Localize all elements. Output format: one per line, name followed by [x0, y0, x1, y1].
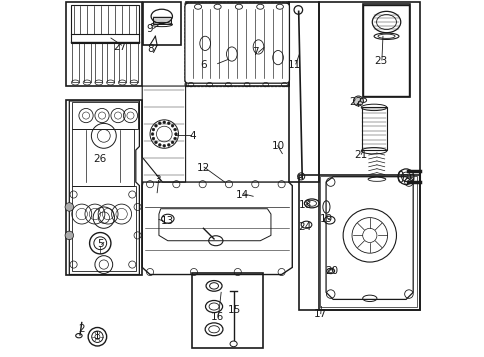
Text: 7: 7	[251, 47, 257, 57]
Ellipse shape	[256, 4, 263, 9]
Text: 6: 6	[200, 60, 206, 70]
Circle shape	[158, 122, 161, 125]
Text: 14: 14	[235, 190, 249, 200]
Text: 27: 27	[113, 42, 126, 52]
Text: 13: 13	[161, 216, 174, 226]
Ellipse shape	[194, 4, 201, 9]
Text: 3: 3	[153, 175, 160, 185]
Circle shape	[154, 124, 157, 127]
Text: 1: 1	[94, 331, 101, 341]
Ellipse shape	[213, 4, 221, 9]
Text: 16: 16	[211, 312, 224, 322]
Circle shape	[151, 128, 154, 131]
Circle shape	[353, 96, 363, 106]
Text: 20: 20	[324, 266, 337, 276]
Circle shape	[167, 122, 170, 125]
Ellipse shape	[235, 4, 242, 9]
Text: 22: 22	[349, 97, 362, 107]
Circle shape	[174, 133, 177, 135]
Circle shape	[154, 141, 157, 144]
Text: 4: 4	[189, 131, 196, 141]
Circle shape	[171, 124, 174, 127]
Circle shape	[65, 231, 74, 240]
Circle shape	[65, 203, 74, 211]
Text: 25: 25	[401, 174, 415, 183]
Text: 19: 19	[319, 215, 333, 225]
Circle shape	[173, 137, 176, 140]
Text: 23: 23	[374, 56, 387, 66]
Circle shape	[158, 144, 161, 146]
Text: 2: 2	[78, 324, 85, 334]
Text: 26: 26	[93, 154, 106, 164]
Text: 9: 9	[146, 24, 152, 34]
Ellipse shape	[229, 341, 237, 347]
Circle shape	[151, 137, 154, 140]
Text: 24: 24	[298, 221, 311, 231]
Text: 11: 11	[287, 60, 300, 70]
Ellipse shape	[276, 4, 283, 9]
Circle shape	[163, 144, 166, 147]
Text: 12: 12	[197, 163, 210, 173]
Text: 8: 8	[147, 44, 154, 54]
Circle shape	[167, 144, 170, 146]
FancyBboxPatch shape	[184, 3, 289, 83]
Circle shape	[151, 133, 153, 135]
Circle shape	[163, 121, 166, 124]
Text: 18: 18	[299, 200, 312, 210]
Text: 15: 15	[227, 305, 241, 315]
Text: 17: 17	[314, 310, 327, 320]
Circle shape	[171, 141, 174, 144]
Circle shape	[173, 128, 176, 131]
Text: 10: 10	[271, 141, 284, 151]
Text: 5: 5	[97, 239, 104, 249]
Text: 21: 21	[353, 150, 366, 160]
